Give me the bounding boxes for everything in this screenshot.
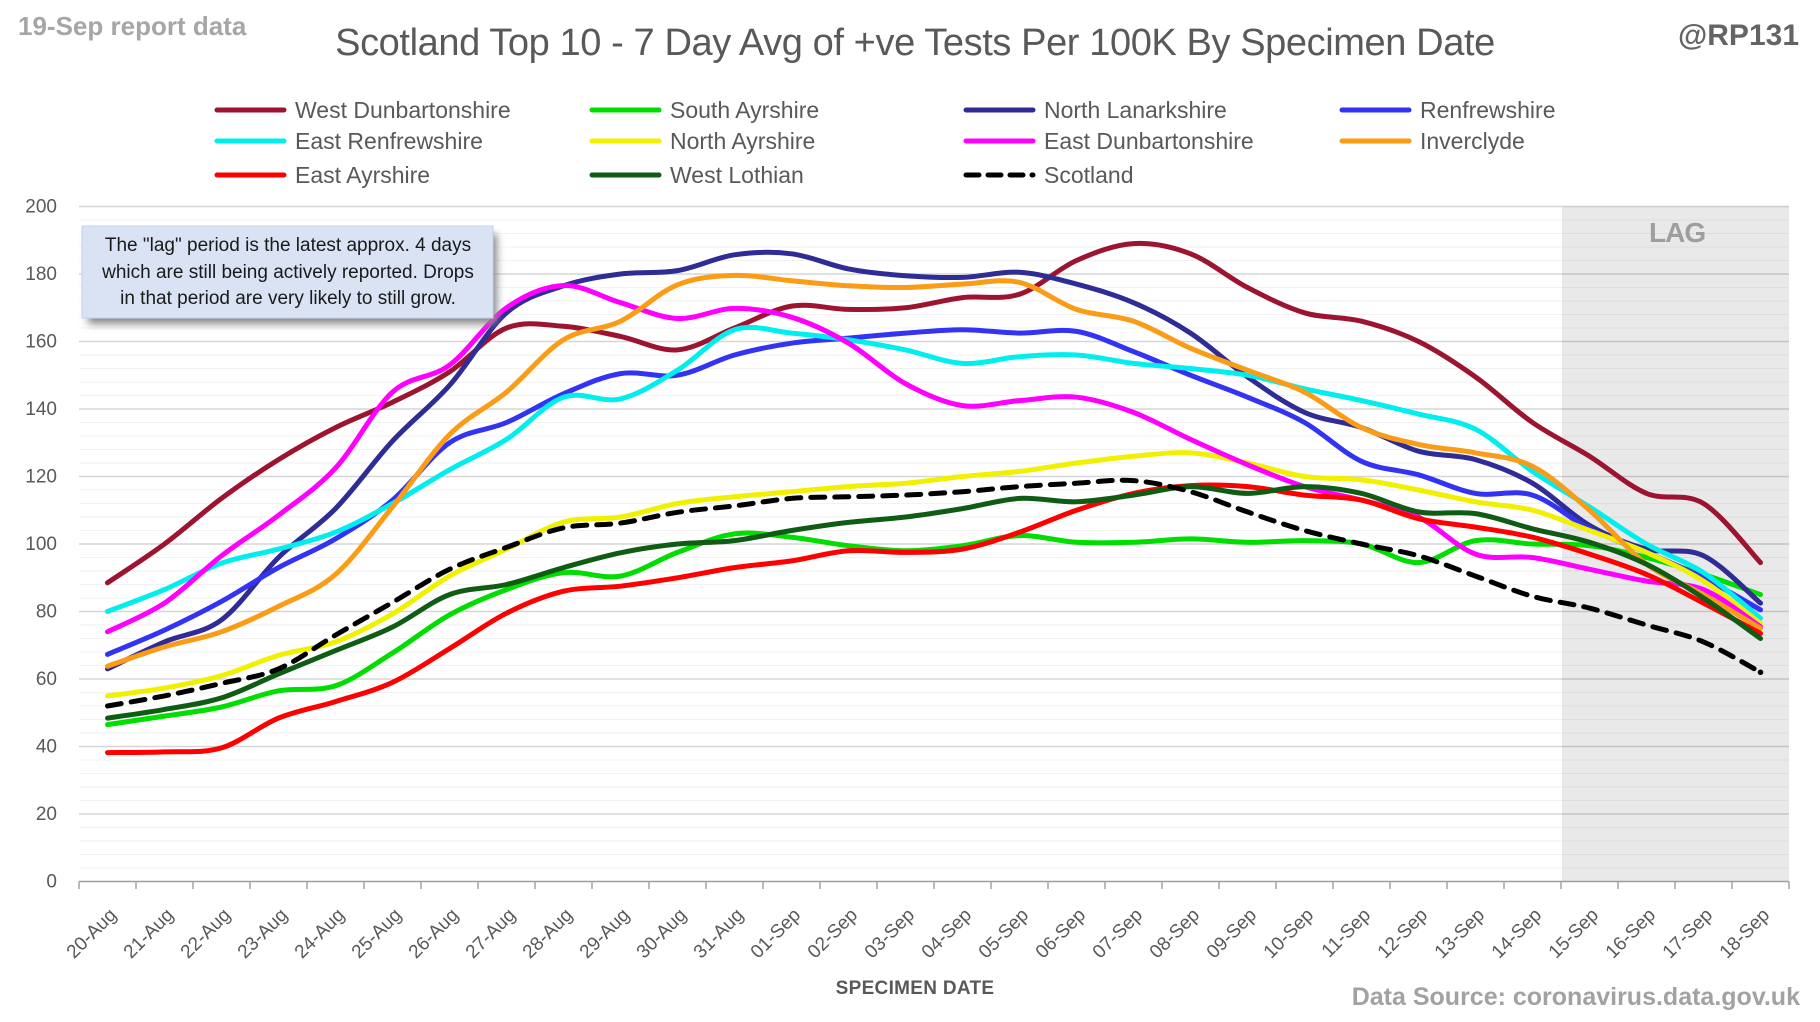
svg-text:SPECIMEN DATE: SPECIMEN DATE: [836, 978, 995, 999]
svg-text:60: 60: [36, 669, 57, 690]
svg-text:in that period are very likely: in that period are very likely to still …: [120, 288, 456, 309]
svg-text:East Renfrewshire: East Renfrewshire: [295, 128, 483, 154]
svg-text:140: 140: [25, 399, 57, 420]
svg-text:19-Sep report data: 19-Sep report data: [18, 11, 247, 41]
svg-text:160: 160: [25, 332, 57, 353]
svg-text:LAG: LAG: [1649, 217, 1705, 248]
svg-text:100: 100: [25, 534, 57, 555]
svg-text:Renfrewshire: Renfrewshire: [1420, 97, 1556, 123]
svg-text:The "lag" period is the latest: The "lag" period is the latest approx. 4…: [105, 235, 471, 256]
svg-text:Inverclyde: Inverclyde: [1420, 128, 1525, 154]
svg-text:South Ayrshire: South Ayrshire: [670, 97, 819, 123]
svg-text:20: 20: [36, 804, 57, 825]
svg-text:Scotland Top 10 - 7 Day Avg of: Scotland Top 10 - 7 Day Avg of +ve Tests…: [335, 22, 1495, 64]
svg-text:West Dunbartonshire: West Dunbartonshire: [295, 97, 511, 123]
svg-text:which are still being actively: which are still being actively reported.…: [101, 262, 474, 283]
svg-text:North Ayrshire: North Ayrshire: [670, 128, 815, 154]
svg-text:North Lanarkshire: North Lanarkshire: [1044, 97, 1227, 123]
svg-text:0: 0: [46, 872, 57, 893]
svg-text:120: 120: [25, 467, 57, 488]
svg-text:40: 40: [36, 737, 57, 758]
svg-text:East Dunbartonshire: East Dunbartonshire: [1044, 128, 1254, 154]
svg-text:@RP131: @RP131: [1678, 19, 1799, 52]
svg-text:Data Source: coronavirus.data.: Data Source: coronavirus.data.gov.uk: [1352, 983, 1800, 1011]
svg-text:East Ayrshire: East Ayrshire: [295, 162, 430, 188]
svg-text:200: 200: [25, 197, 57, 218]
svg-text:180: 180: [25, 264, 57, 285]
svg-text:Scotland: Scotland: [1044, 162, 1134, 188]
svg-text:West Lothian: West Lothian: [670, 162, 804, 188]
svg-text:80: 80: [36, 602, 57, 623]
